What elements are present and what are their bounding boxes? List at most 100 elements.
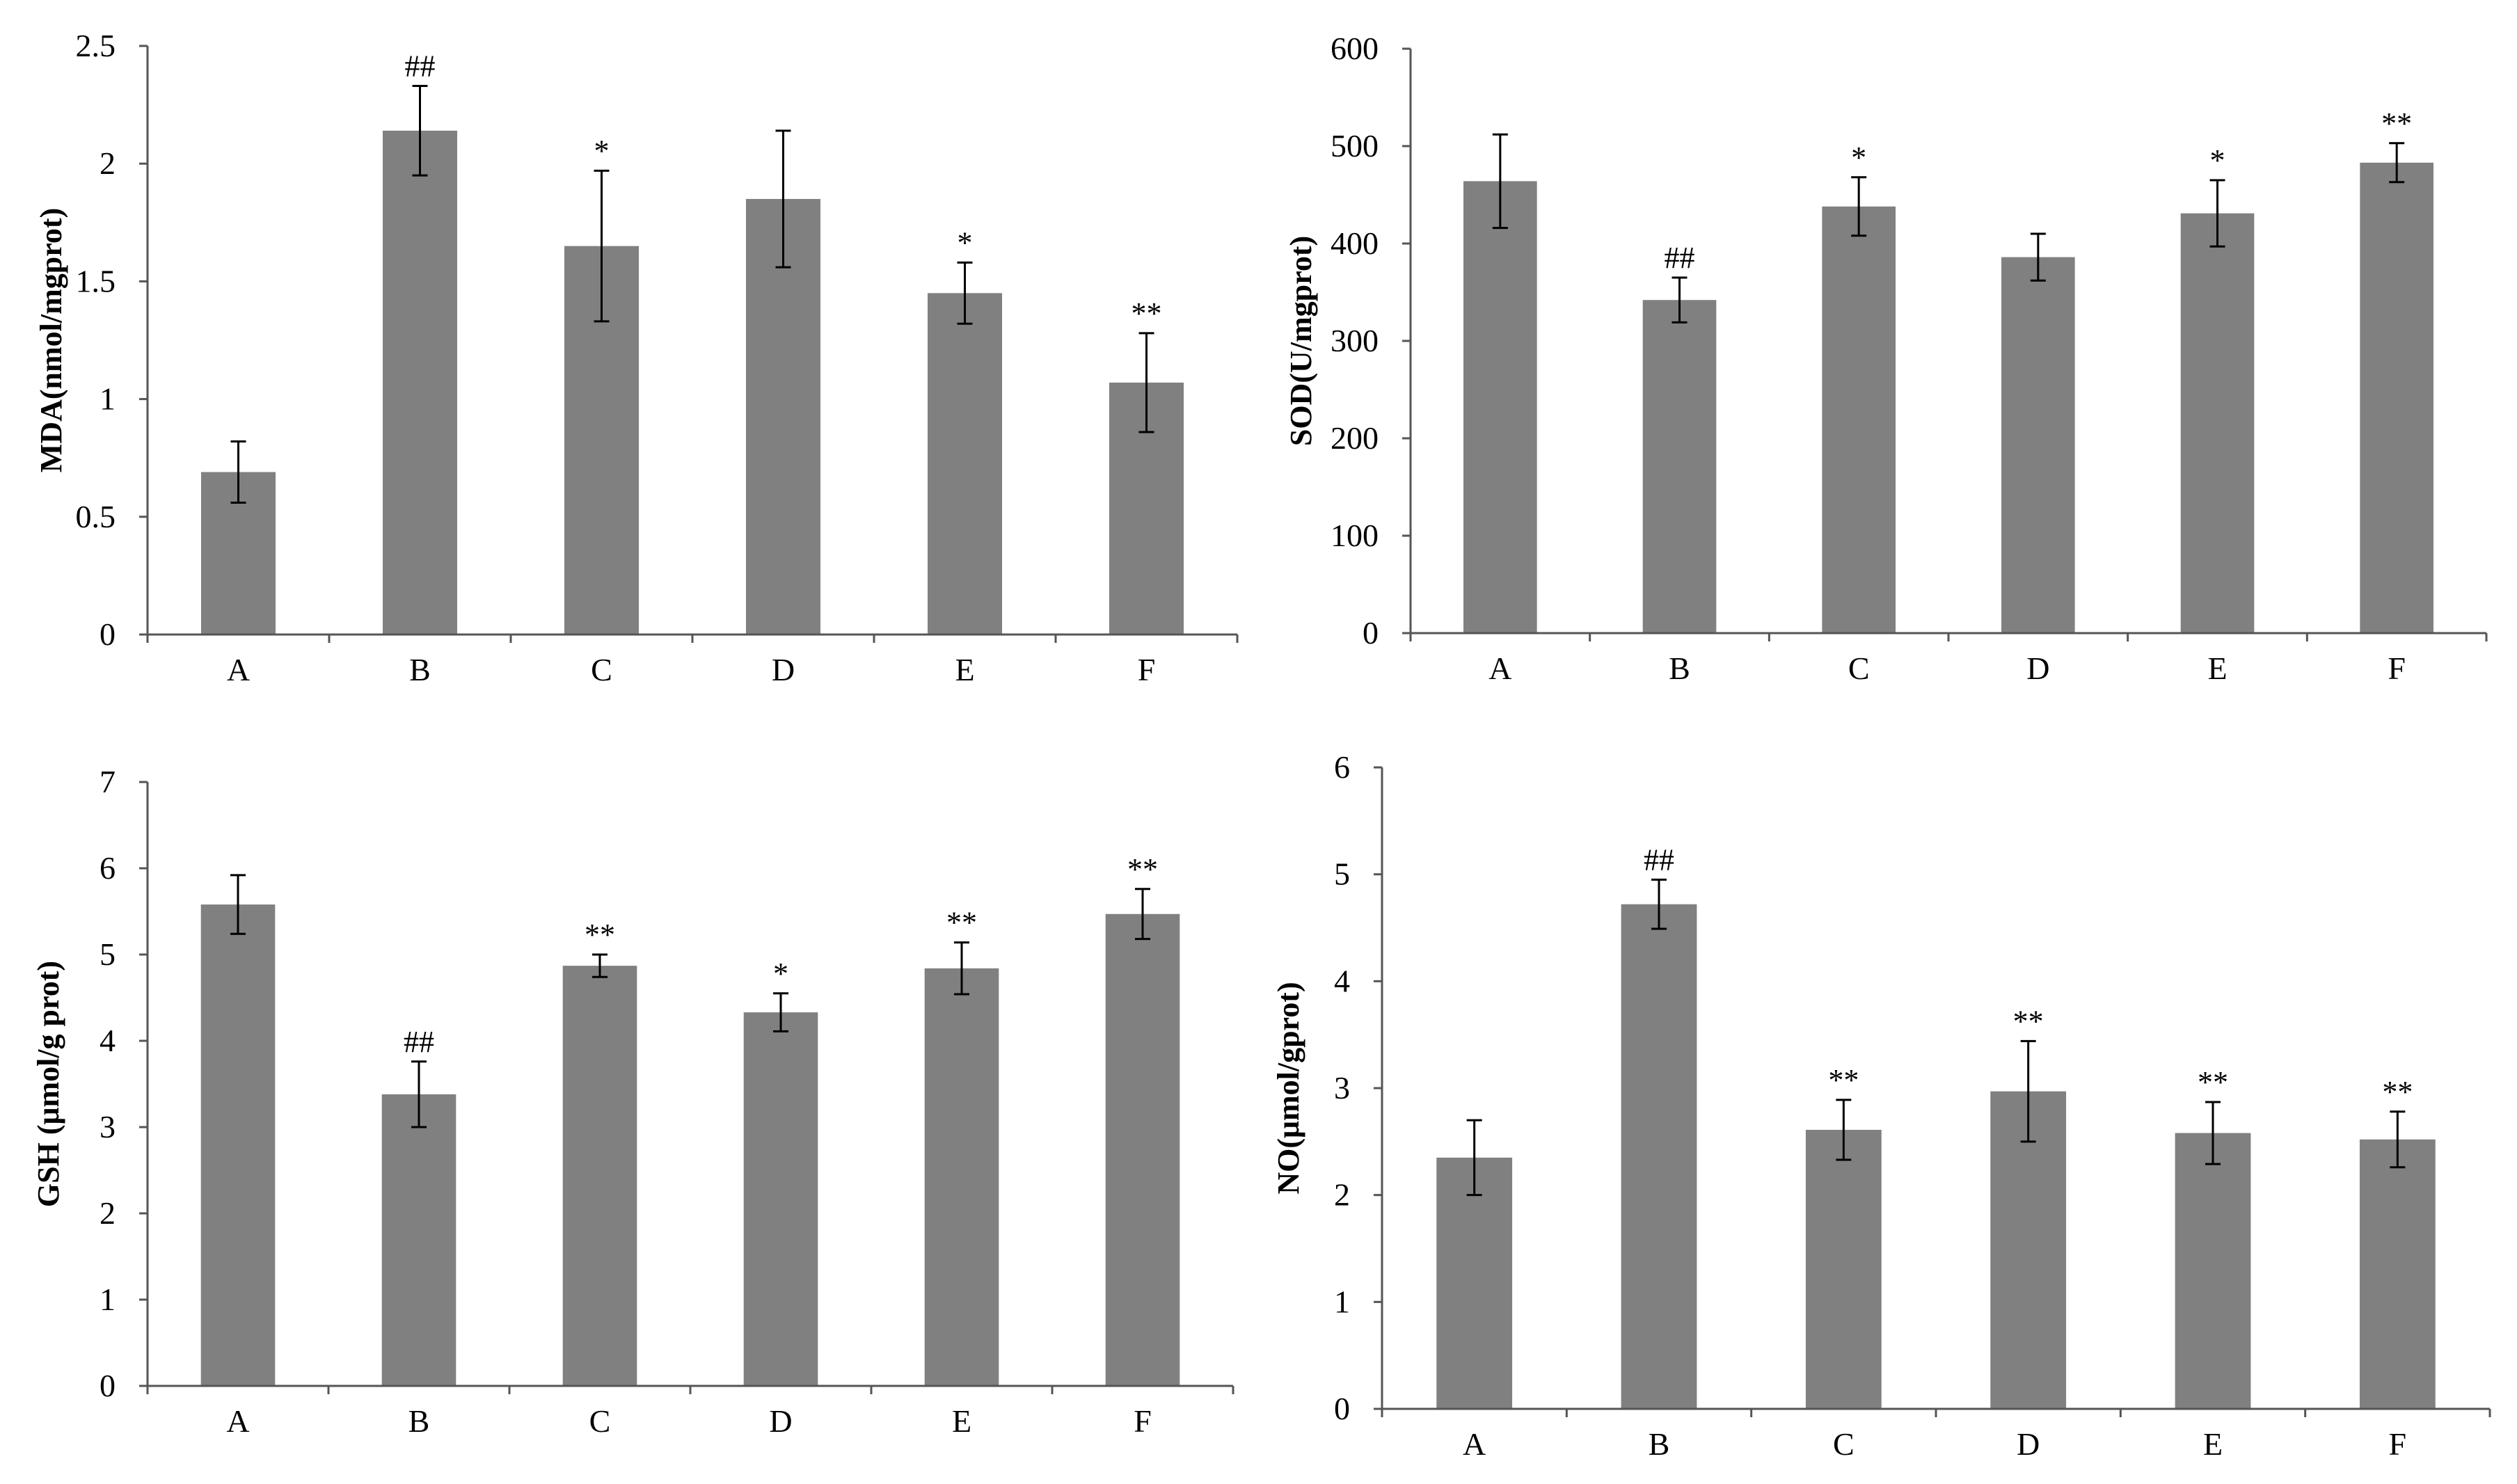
bar-D bbox=[743, 1012, 818, 1386]
x-tick-label-E: E bbox=[955, 652, 974, 687]
significance-mark-D: ** bbox=[2013, 1004, 2044, 1038]
error-bar-B bbox=[1672, 276, 1688, 324]
x-tick-label-D: D bbox=[2026, 651, 2049, 686]
significance-mark-B: ## bbox=[1665, 241, 1695, 275]
significance-mark-F: ** bbox=[1127, 852, 1158, 886]
y-tick-label: 200 bbox=[1331, 420, 1379, 456]
bar-F bbox=[2359, 1139, 2436, 1409]
bar-E bbox=[927, 293, 1003, 635]
x-tick-label-B: B bbox=[1649, 1426, 1670, 1462]
significance-mark-E: * bbox=[958, 225, 973, 260]
x-tick-label-E: E bbox=[2203, 1426, 2223, 1462]
bar-E bbox=[2175, 1133, 2251, 1409]
error-bar-B bbox=[411, 1060, 427, 1128]
y-tick-label: 2.5 bbox=[76, 28, 116, 63]
significance-mark-B: ## bbox=[405, 49, 436, 83]
x-tick-label-A: A bbox=[1488, 651, 1511, 686]
x-tick-label-A: A bbox=[227, 652, 250, 687]
x-tick-label-F: F bbox=[1134, 1403, 1152, 1439]
error-bar-D bbox=[775, 129, 791, 269]
error-bar-F bbox=[1135, 888, 1150, 941]
y-tick-label: 1 bbox=[100, 381, 116, 417]
bar-A bbox=[200, 904, 276, 1386]
y-tick-label: 3 bbox=[1334, 1070, 1350, 1106]
significance-mark-F: ** bbox=[2382, 1075, 2413, 1109]
bar-D bbox=[2001, 257, 2075, 634]
y-tick-label: 2 bbox=[100, 1195, 116, 1231]
y-tick-label: 0 bbox=[100, 616, 116, 652]
y-axis-title: SOD(U/mgprot) bbox=[1284, 236, 1318, 446]
error-bar-F bbox=[2389, 142, 2405, 184]
x-tick-label-F: F bbox=[2389, 1426, 2407, 1462]
error-bar-F bbox=[1138, 332, 1154, 433]
error-bar-C bbox=[1851, 176, 1867, 237]
significance-mark-C: ** bbox=[585, 918, 615, 952]
x-tick-label-B: B bbox=[1669, 651, 1690, 686]
chart-sod: ## * * ** 0 100 200 300 400 500 600 A B C D E F SOD(U/mgp… bbox=[1258, 0, 2517, 742]
significance-mark-E: ** bbox=[946, 906, 977, 940]
bar-E bbox=[924, 968, 999, 1386]
y-axis-title: NO(μmol/gprot) bbox=[1271, 982, 1305, 1194]
y-tick-label: 1 bbox=[1334, 1284, 1350, 1319]
bar-B bbox=[1621, 904, 1697, 1409]
error-bar-E bbox=[954, 941, 969, 996]
y-tick-label: 1 bbox=[100, 1282, 116, 1317]
error-bar-E bbox=[2205, 1101, 2221, 1165]
error-bar-A bbox=[1466, 1119, 1482, 1197]
x-tick-label-D: D bbox=[769, 1403, 792, 1439]
error-bar-C bbox=[1836, 1099, 1852, 1161]
x-tick-label-C: C bbox=[1833, 1426, 1855, 1462]
bar-C bbox=[1805, 1129, 1882, 1409]
error-bar-B bbox=[412, 85, 428, 177]
bar-A bbox=[1436, 1157, 1513, 1409]
y-tick-label: 4 bbox=[1334, 963, 1350, 998]
y-tick-label: 7 bbox=[100, 764, 116, 799]
x-tick-label-C: C bbox=[589, 1403, 611, 1439]
y-tick-label: 500 bbox=[1331, 128, 1379, 163]
y-tick-label: 0 bbox=[1334, 1391, 1350, 1426]
y-tick-label: 100 bbox=[1331, 518, 1379, 553]
x-tick-label-C: C bbox=[1848, 651, 1870, 686]
y-tick-label: 3 bbox=[100, 1109, 116, 1144]
bar-F bbox=[2360, 162, 2433, 634]
error-bar-A bbox=[230, 440, 246, 504]
y-tick-label: 0 bbox=[1363, 615, 1379, 651]
y-tick-label: 6 bbox=[100, 850, 116, 886]
y-tick-label: 0.5 bbox=[76, 499, 116, 534]
y-tick-label: 2 bbox=[100, 145, 116, 181]
x-tick-label-D: D bbox=[2017, 1426, 2040, 1462]
y-tick-label: 0 bbox=[100, 1368, 116, 1403]
y-tick-label: 5 bbox=[100, 936, 116, 972]
significance-mark-C: * bbox=[1851, 141, 1866, 175]
y-axis-title: MDA(nmol/mgprot) bbox=[34, 208, 68, 472]
y-tick-label: 2 bbox=[1334, 1177, 1350, 1213]
y-tick-label: 6 bbox=[1334, 749, 1350, 785]
x-tick-label-F: F bbox=[1138, 652, 1156, 687]
significance-mark-E: * bbox=[2210, 143, 2225, 177]
significance-mark-E: ** bbox=[2198, 1065, 2228, 1099]
bar-D bbox=[1990, 1091, 2067, 1409]
x-tick-label-C: C bbox=[591, 652, 612, 687]
x-tick-label-A: A bbox=[226, 1403, 249, 1439]
chart-no: ## ** ** ** ** 0 1 2 3 4 5 6 A B C D E F NO(μmol/gprot) bbox=[1258, 742, 2517, 1484]
chart-mda: ## * * ** 0 0.5 1 1.5 2 2.5 A B C D E F MDA(nmol/mgprot) bbox=[0, 0, 1258, 742]
error-bar-E bbox=[957, 261, 973, 325]
significance-mark-B: ## bbox=[1644, 843, 1674, 877]
error-bar-B bbox=[1651, 878, 1667, 930]
bar-B bbox=[1642, 300, 1717, 633]
x-tick-label-B: B bbox=[408, 1403, 430, 1439]
error-bar-A bbox=[230, 874, 246, 935]
y-axis-title: GSH (μmol/g prot) bbox=[31, 961, 65, 1207]
y-tick-label: 600 bbox=[1331, 31, 1379, 66]
x-tick-label-E: E bbox=[952, 1403, 971, 1439]
error-bar-E bbox=[2209, 179, 2225, 248]
bar-F bbox=[1105, 913, 1180, 1386]
x-tick-label-B: B bbox=[409, 652, 431, 687]
y-tick-label: 4 bbox=[100, 1023, 116, 1058]
chart-no-svg: ## ** ** ** ** 0 1 2 3 4 5 6 A B C D E F NO(μmol/gprot) bbox=[1271, 749, 2491, 1462]
x-tick-label-F: F bbox=[2388, 651, 2406, 686]
y-tick-label: 5 bbox=[1334, 856, 1350, 892]
